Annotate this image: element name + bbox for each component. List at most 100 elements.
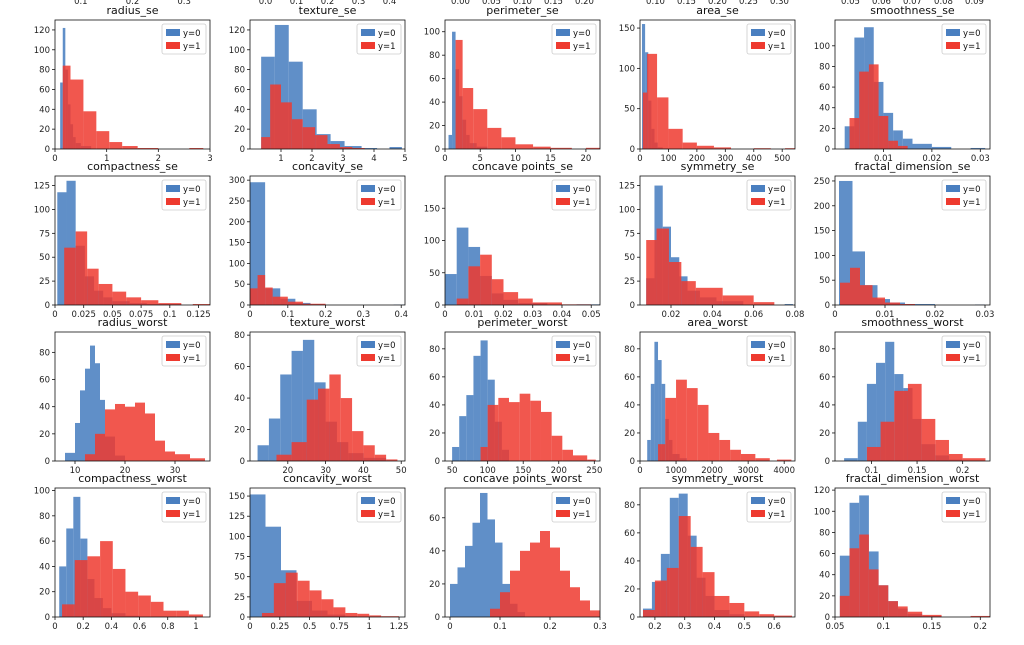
y-tick-label: 40 [819,571,830,581]
histogram-bar-y-1 [753,302,775,305]
y-tick-label: 75 [234,553,245,563]
legend-label: y=1 [183,42,201,52]
bars-group [450,492,600,617]
legend-swatch [751,341,765,348]
histogram-bar-y-1 [340,398,353,461]
x-tick-label: 0.1 [163,310,177,320]
cropped-top-tick-label: 0.0 [259,0,273,7]
histogram-bar-y-1 [137,148,159,149]
histogram-bar-y-1 [665,397,677,461]
histogram-bar-y-1 [702,572,715,617]
x-tick-label: 0.05 [582,310,601,320]
histogram-bar-y-1 [503,292,519,305]
x-tick-label: 50 [396,466,407,476]
histogram-bar-y-1 [327,144,340,149]
y-tick-label: 100 [814,42,830,52]
y-tick-label: 75 [39,229,50,239]
x-tick-label: 2 [156,154,161,164]
histogram-bar-y-1 [85,454,95,461]
histogram-bar-y-1 [646,240,657,305]
histogram-bar-y-1 [518,298,533,305]
histogram-bar-y-0 [450,583,458,617]
histogram-bar-y-1 [729,602,745,617]
y-tick-label: 120 [814,486,830,496]
x-tick-label: 500 [774,154,790,164]
histogram-bar-y-0 [844,458,858,461]
histogram-bar-y-1 [273,583,286,617]
histogram-bar-y-1 [302,127,316,149]
histogram-bar-y-1 [642,92,648,149]
subplot-title: concavity_se [292,160,363,173]
histogram-bar-y-1 [112,291,127,305]
x-tick-label: 0.05 [103,310,122,320]
y-tick-label: 0 [825,613,830,623]
histogram-bar-y-0 [257,445,269,461]
histogram-bar-y-1 [345,612,358,617]
histogram-bar-y-1 [487,404,499,461]
y-tick-label: 80 [624,345,635,355]
histogram-bar-y-0 [65,452,75,461]
histogram-bar-y-0 [902,138,913,149]
y-tick-label: 60 [429,373,440,383]
y-tick-label: 40 [429,98,440,108]
histogram-bar-y-0 [970,147,986,149]
legend-swatch [946,198,960,205]
y-tick-label: 60 [429,514,440,524]
cropped-top-tick-label: 0.15 [677,0,696,7]
legend-label: y=1 [573,510,591,520]
y-tick-label: 100 [619,64,635,74]
x-tick-label: 4000 [773,466,795,476]
histogram-bar-y-0 [931,146,952,149]
histogram-bar-y-1 [96,131,110,149]
histogram-bar-y-0 [857,421,867,461]
subplot-title: fractal_dimension_worst [846,472,980,485]
x-tick-label: 0.025 [72,310,96,320]
bars-group [261,24,402,149]
histogram-bar-y-0 [75,422,80,461]
histogram-bar-y-1 [580,600,590,617]
x-tick-label: 5 [402,154,407,164]
legend-label: y=1 [183,354,201,364]
histogram-bar-y-1 [175,454,190,461]
y-tick-label: 40 [819,401,830,411]
x-tick-label: 3 [340,154,345,164]
y-tick-label: 40 [234,394,245,404]
y-tick-label: 60 [819,373,830,383]
legend-swatch [361,198,375,205]
x-tick-label: 0 [52,310,57,320]
axes-frame [444,487,601,618]
axes-frame [639,19,796,150]
y-tick-label: 40 [429,401,440,411]
cropped-top-tick-label: 0.05 [841,0,860,7]
histogram-bar-y-1 [530,400,541,461]
x-tick-label: 10 [510,154,521,164]
histogram-bar-y-1 [970,615,990,617]
legend-label: y=1 [378,510,396,520]
histogram-bar-y-1 [126,297,142,305]
legend-swatch [166,198,180,205]
bars-group [59,496,203,617]
legend-label: y=0 [768,497,786,507]
histogram-bar-y-1 [87,556,101,617]
y-tick-label: 250 [814,177,830,187]
x-tick-label: 0.03 [971,154,990,164]
histogram-bar-y-1 [935,439,949,461]
y-tick-label: 80 [234,66,245,76]
histogram-bar-y-1 [697,404,709,461]
histogram-bar-y-1 [785,148,795,149]
legend-label: y=1 [768,198,786,208]
histogram-bar-y-1 [849,548,860,617]
subplot-title: concave points_se [472,160,573,173]
histogram-bar-y-1 [755,458,770,461]
x-tick-label: 200 [551,466,567,476]
x-tick-label: 0.8 [161,622,175,632]
x-tick-label: 0.15 [922,622,941,632]
histogram-bar-y-1 [287,301,303,305]
legend-label: y=1 [378,354,396,364]
histogram-bar-y-1 [165,451,175,461]
y-tick-label: 50 [234,280,245,290]
histogram-bar-y-1 [878,585,889,617]
legend-label: y=1 [573,198,591,208]
legend-swatch [751,510,765,517]
histogram-bar-y-1 [125,591,139,617]
